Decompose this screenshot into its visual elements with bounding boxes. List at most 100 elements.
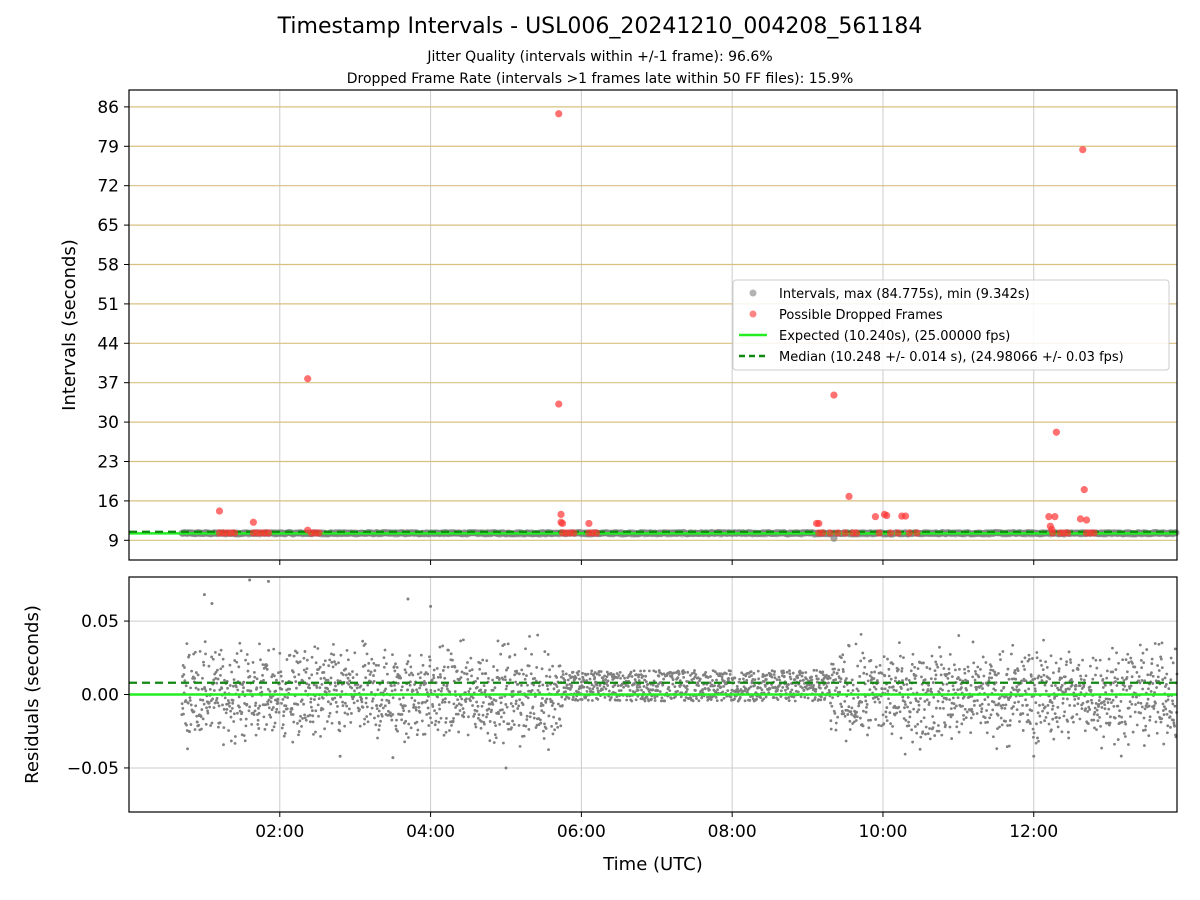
residual-point-1679 [749,670,753,674]
residual-point-2008 [861,651,865,655]
residual-point-1725 [765,673,769,677]
residual-point-1613 [727,677,731,680]
residual-point-2479 [1021,703,1024,707]
residual-point-2692 [1093,710,1097,714]
residual-point-1106 [555,685,559,688]
dropped-point-26 [585,519,593,528]
xtick-label-1: 04:00 [406,822,455,842]
residual-point-772 [442,683,446,687]
residual-point-1892 [822,673,825,677]
dropped-point-40 [852,529,861,537]
residual-point-2772 [1120,720,1124,724]
residual-point-2094 [890,732,894,736]
residual-point-85 [209,724,213,727]
residual-point-517 [355,686,359,690]
residual-point-746 [433,689,437,693]
residual-point-2541 [1042,638,1045,642]
residual-point-767 [440,687,444,690]
residual-point-2921 [1171,699,1174,703]
residual-point-1322 [628,688,632,692]
residual-point-2594 [1060,676,1063,680]
residual-point-2871 [1154,701,1157,705]
residual-point-2021 [865,703,869,706]
residual-point-2760 [1116,704,1120,708]
residual-point-580 [377,664,380,667]
residual-point-2666 [1084,674,1088,678]
residual-point-927 [494,736,498,740]
residual-point-599 [383,648,387,652]
residual-point-2493 [1025,703,1029,707]
residual-point-548 [366,683,370,687]
residual-point-2700 [1096,713,1099,717]
residual-point-896 [484,672,488,675]
residual-point-2547 [1044,660,1048,664]
residual-point-1826 [799,695,803,699]
residual-point-2511 [1032,735,1035,739]
residual-point-726 [426,706,430,710]
residual-point-672 [408,654,412,657]
residual-point-979 [512,709,516,713]
residual-point-2523 [1036,736,1039,740]
residual-point-1598 [722,684,726,688]
residual-point-2116 [897,641,901,645]
residual-point-2559 [1048,677,1052,681]
residual-point-1649 [739,688,743,691]
residual-point-312 [286,696,290,699]
residual-point-519 [356,683,360,687]
residual-point-1063 [541,696,544,700]
residual-point-2650 [1079,674,1082,678]
residual-point-717 [423,732,427,736]
residual-point-1222 [594,680,598,684]
residual-point-1808 [793,678,797,681]
residual-point-911 [489,696,493,700]
residual-point-2827 [1139,711,1143,715]
residual-point-1757 [776,688,780,691]
residual-point-1002 [520,668,524,672]
dropped-point-46 [894,529,902,537]
residual-point-195 [246,669,250,673]
residual-point-2009 [861,724,865,728]
residual-point-1127 [562,686,566,690]
residual-point-2793 [1127,706,1131,710]
residual-point-2306 [962,718,966,721]
residual-point-1364 [642,669,646,673]
residual-point-671 [408,673,411,677]
residual-point-1822 [798,673,802,676]
residual-point-120 [221,703,224,707]
residual-point-1212 [591,687,595,691]
residual-point-138 [227,729,230,732]
residual-point-1772 [781,686,785,689]
residual-point-270 [271,706,275,709]
residual-point-1508 [691,699,695,703]
residual-point-543 [364,701,368,705]
residual-point-2201 [926,732,930,736]
residual-point-627 [393,683,396,687]
residual-point-1393 [652,679,656,683]
residual-point-2200 [926,688,930,691]
residual-point-2821 [1137,679,1140,683]
residual-point-287 [277,710,281,714]
residual-point-262 [269,715,273,719]
residual-point-217 [254,704,257,708]
residual-point-1830 [800,686,804,690]
residual-point-1918 [830,673,834,677]
residual-point-626 [392,665,396,669]
residual-point-2217 [932,696,936,699]
residual-point-2357 [979,684,983,688]
residual-point-682 [411,689,415,693]
residual-point-1073 [544,700,548,704]
residual-point-2726 [1104,721,1108,725]
residual-point-452 [333,681,337,685]
residual-point-2284 [954,704,958,708]
residual-point-163 [235,652,239,655]
residual-point-1091 [550,699,554,703]
residual-point-2281 [953,668,957,672]
residual-point-1734 [768,687,772,691]
residual-point-440 [329,676,333,680]
residual-point-2553 [1046,711,1050,715]
residual-point-1524 [697,684,700,687]
residual-point-2237 [939,687,942,691]
residual-point-833 [462,671,466,675]
residual-point-1090 [550,724,553,728]
